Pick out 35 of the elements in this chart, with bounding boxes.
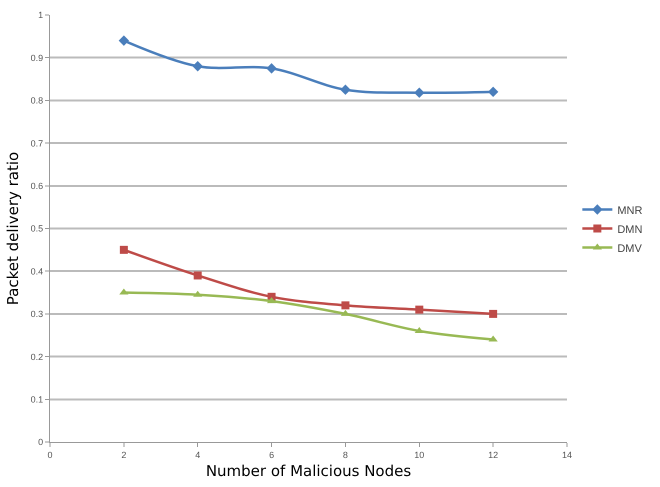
point xyxy=(194,271,202,280)
x-tick-label: 14 xyxy=(562,450,572,460)
y-tick-label: 0.2 xyxy=(30,352,44,362)
y-tick-label: 0.6 xyxy=(30,180,44,191)
x-tick-label: 4 xyxy=(195,450,200,460)
point xyxy=(489,310,498,318)
x-tick-label: 0 xyxy=(47,450,53,460)
y-axis-title: Packet delivery ratio xyxy=(4,152,22,306)
x-axis-title: Number of Malicious Nodes xyxy=(206,462,412,480)
point xyxy=(488,86,498,98)
y-tick-label: 0.1 xyxy=(30,394,44,404)
x-tick-label: 2 xyxy=(121,450,126,460)
y-tick-label: 1 xyxy=(38,10,44,20)
point xyxy=(341,301,350,310)
point xyxy=(340,84,351,95)
x-tick-label: 12 xyxy=(488,450,498,460)
y-tick-label: 0.7 xyxy=(30,138,44,148)
legend-label: DMV xyxy=(617,242,642,255)
y-tick-label: 0.3 xyxy=(30,309,44,320)
point xyxy=(120,246,128,254)
point xyxy=(192,61,203,72)
x-tick-label: 8 xyxy=(342,450,348,460)
legend-label: DMN xyxy=(617,224,642,236)
legend-label: MNR xyxy=(617,204,642,217)
point xyxy=(118,35,130,46)
y-tick-label: 0 xyxy=(38,437,44,448)
point xyxy=(415,306,424,314)
y-tick-label: 0.8 xyxy=(30,96,44,106)
y-tick-label: 0.9 xyxy=(30,52,44,63)
y-tick-label: 0.4 xyxy=(30,266,44,276)
y-tick-label: 0.5 xyxy=(30,224,44,234)
point xyxy=(414,88,424,98)
x-tick-label: 10 xyxy=(414,450,424,460)
x-tick-label: 6 xyxy=(269,450,274,460)
point xyxy=(266,63,277,74)
